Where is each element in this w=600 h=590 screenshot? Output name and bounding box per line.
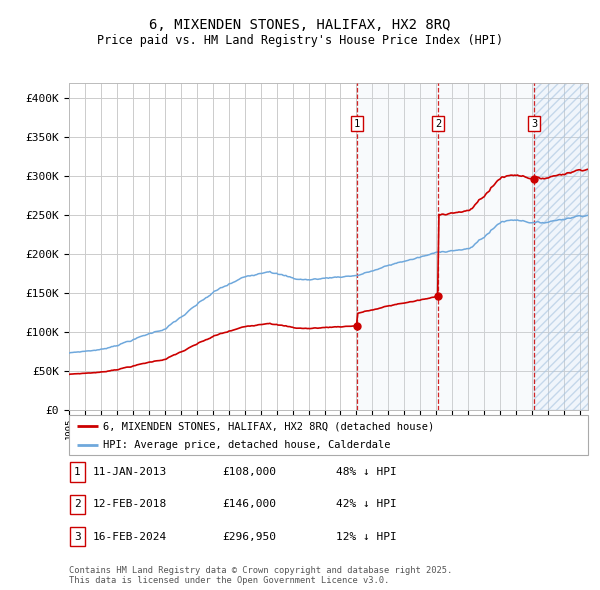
Text: HPI: Average price, detached house, Calderdale: HPI: Average price, detached house, Cald… [103,441,390,450]
Text: £296,950: £296,950 [222,532,276,542]
Text: Price paid vs. HM Land Registry's House Price Index (HPI): Price paid vs. HM Land Registry's House … [97,34,503,47]
Text: 48% ↓ HPI: 48% ↓ HPI [336,467,397,477]
Text: 2: 2 [435,119,442,129]
Text: 42% ↓ HPI: 42% ↓ HPI [336,500,397,509]
Text: 6, MIXENDEN STONES, HALIFAX, HX2 8RQ: 6, MIXENDEN STONES, HALIFAX, HX2 8RQ [149,18,451,32]
Text: 1: 1 [74,467,81,477]
Text: 3: 3 [74,532,81,542]
Text: 16-FEB-2024: 16-FEB-2024 [93,532,167,542]
Text: £108,000: £108,000 [222,467,276,477]
Text: £146,000: £146,000 [222,500,276,509]
Bar [357,83,534,410]
Text: 2: 2 [74,500,81,509]
Text: 6, MIXENDEN STONES, HALIFAX, HX2 8RQ (detached house): 6, MIXENDEN STONES, HALIFAX, HX2 8RQ (de… [103,421,434,431]
Text: 1: 1 [354,119,360,129]
Bar [534,83,588,410]
Text: Contains HM Land Registry data © Crown copyright and database right 2025.
This d: Contains HM Land Registry data © Crown c… [69,566,452,585]
Text: 12% ↓ HPI: 12% ↓ HPI [336,532,397,542]
Text: 3: 3 [531,119,537,129]
Text: 11-JAN-2013: 11-JAN-2013 [93,467,167,477]
Text: 12-FEB-2018: 12-FEB-2018 [93,500,167,509]
